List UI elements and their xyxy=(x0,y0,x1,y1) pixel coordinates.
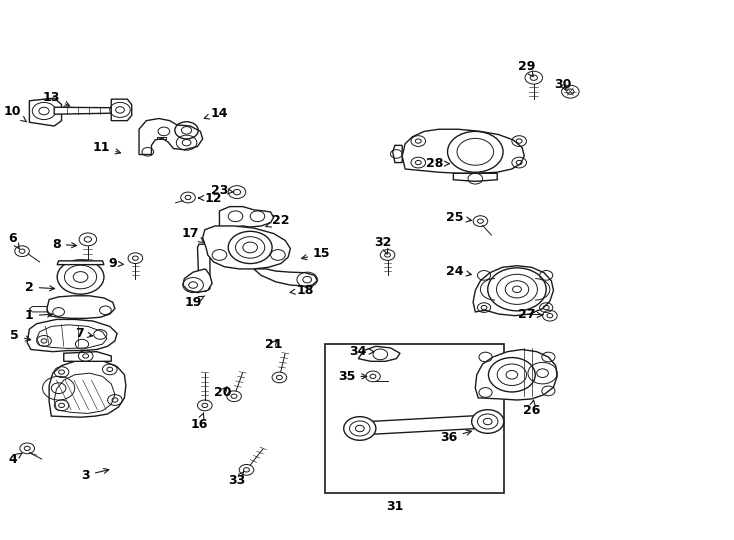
Text: 27: 27 xyxy=(517,308,542,321)
Polygon shape xyxy=(476,349,557,400)
Text: 9: 9 xyxy=(109,257,123,270)
Text: 33: 33 xyxy=(228,471,246,487)
Polygon shape xyxy=(49,360,126,417)
Polygon shape xyxy=(139,118,203,154)
Polygon shape xyxy=(27,320,117,352)
Polygon shape xyxy=(183,269,212,293)
Polygon shape xyxy=(29,98,62,126)
Polygon shape xyxy=(57,261,104,265)
Polygon shape xyxy=(203,226,291,269)
Text: 3: 3 xyxy=(81,468,109,482)
Text: 8: 8 xyxy=(52,238,76,251)
Polygon shape xyxy=(454,173,497,181)
Polygon shape xyxy=(254,269,317,286)
Polygon shape xyxy=(54,107,115,114)
Text: 1: 1 xyxy=(25,309,52,322)
Polygon shape xyxy=(47,296,115,319)
Text: 30: 30 xyxy=(554,78,572,91)
Polygon shape xyxy=(402,129,524,173)
Text: 5: 5 xyxy=(10,329,31,342)
Text: 31: 31 xyxy=(386,500,404,513)
Bar xyxy=(324,343,504,493)
Text: 22: 22 xyxy=(266,214,290,227)
Text: 15: 15 xyxy=(302,247,330,260)
Text: 12: 12 xyxy=(199,192,222,205)
Text: 13: 13 xyxy=(43,91,70,106)
Polygon shape xyxy=(64,352,112,361)
Polygon shape xyxy=(112,99,131,120)
Text: 18: 18 xyxy=(290,284,313,297)
Text: 19: 19 xyxy=(184,296,205,309)
Polygon shape xyxy=(197,244,210,292)
Text: 26: 26 xyxy=(523,400,540,417)
Polygon shape xyxy=(219,207,274,232)
Polygon shape xyxy=(358,346,400,361)
Text: 32: 32 xyxy=(374,235,392,254)
Circle shape xyxy=(472,410,504,433)
Polygon shape xyxy=(29,307,47,312)
Polygon shape xyxy=(359,415,488,435)
Circle shape xyxy=(344,417,376,440)
Text: 4: 4 xyxy=(8,453,22,466)
Text: 6: 6 xyxy=(8,232,19,248)
Text: 25: 25 xyxy=(446,211,471,224)
Text: 24: 24 xyxy=(446,265,471,278)
Text: 29: 29 xyxy=(517,60,535,77)
Text: 17: 17 xyxy=(181,227,204,242)
Polygon shape xyxy=(393,145,402,163)
Text: 11: 11 xyxy=(93,141,120,154)
Text: 16: 16 xyxy=(190,413,208,431)
Text: 21: 21 xyxy=(265,338,283,350)
Text: 7: 7 xyxy=(76,327,92,340)
Text: 23: 23 xyxy=(211,184,233,197)
Text: 36: 36 xyxy=(440,430,471,444)
Text: 14: 14 xyxy=(204,106,228,120)
Text: 20: 20 xyxy=(214,386,231,399)
Text: 10: 10 xyxy=(4,105,26,122)
Text: 28: 28 xyxy=(426,157,449,170)
Polygon shape xyxy=(473,266,553,316)
Text: 35: 35 xyxy=(338,370,367,383)
Text: 34: 34 xyxy=(349,345,374,358)
Text: 2: 2 xyxy=(25,281,54,294)
